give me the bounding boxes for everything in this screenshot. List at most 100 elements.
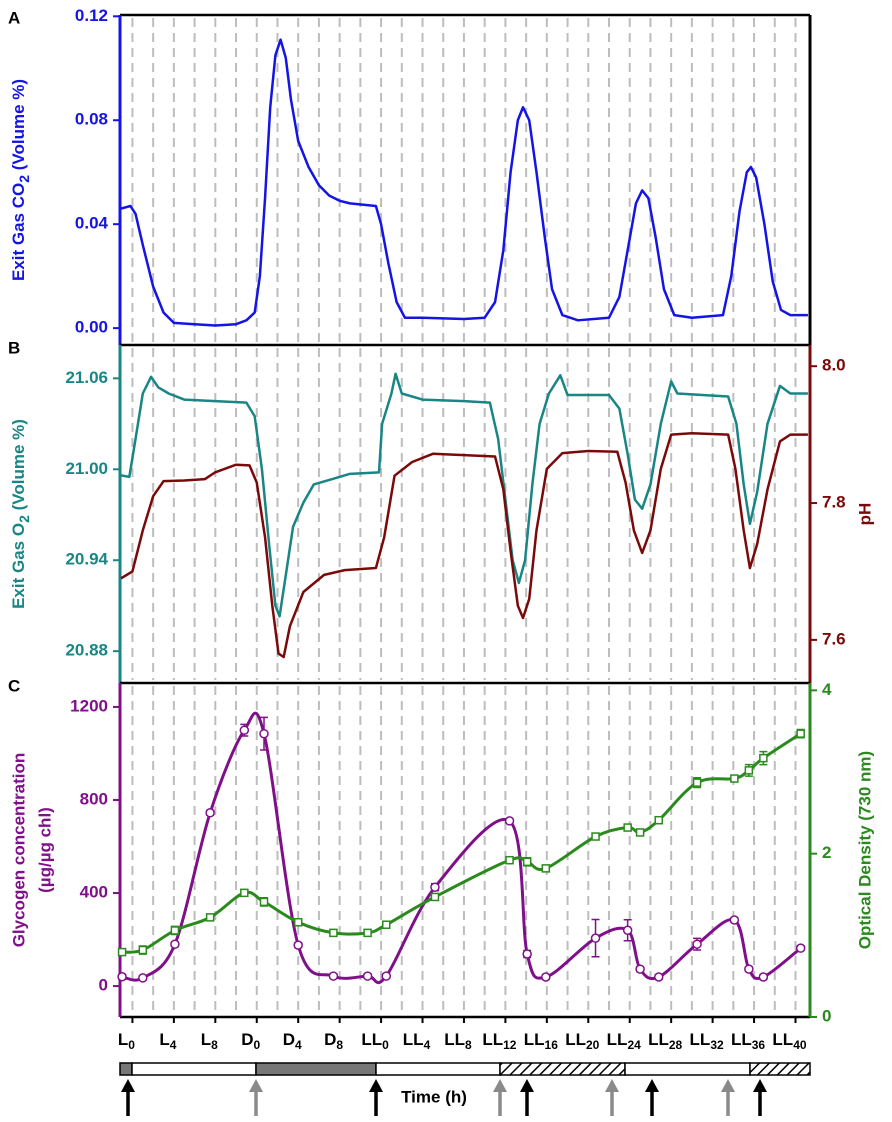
y-axis-label-part: Exit Gas O <box>9 523 28 609</box>
x-tick-label-sub: 0 <box>128 1038 135 1052</box>
marker <box>759 753 768 763</box>
marker <box>505 855 514 865</box>
marker <box>240 888 249 898</box>
panel-label: B <box>8 338 20 357</box>
x-tick-label: LL0 <box>361 1030 389 1052</box>
x-tick-label-sub: 28 <box>669 1038 683 1052</box>
x-tick-label-main: D <box>283 1030 295 1049</box>
x-tick-label-sub: 12 <box>503 1038 517 1052</box>
x-tick-label: L0 <box>118 1030 135 1052</box>
y-tick-label: 1200 <box>70 696 108 715</box>
x-tick-label-sub: 8 <box>211 1038 218 1052</box>
marker <box>591 832 600 841</box>
marker <box>381 971 392 981</box>
y-tick-label: 20.94 <box>65 550 108 569</box>
x-tick-label-main: L <box>118 1030 128 1049</box>
marker <box>635 828 645 837</box>
x-tick-label-main: LL <box>524 1030 545 1049</box>
x-tick-label-sub: 8 <box>465 1038 472 1052</box>
y2-tick-label: 7.6 <box>822 629 846 648</box>
marker <box>590 933 601 943</box>
x-tick-label: LL20 <box>565 1030 599 1052</box>
arrow-head <box>121 1079 135 1092</box>
marker <box>239 725 250 735</box>
y-axis-label: Glycogen concentration <box>9 753 28 948</box>
x-tick-label-main: LL <box>607 1030 628 1049</box>
marker <box>259 728 269 739</box>
panel-label: C <box>8 676 20 695</box>
y-tick-label: 800 <box>80 789 108 808</box>
marker <box>541 972 551 982</box>
marker <box>744 766 754 775</box>
marker <box>692 939 702 949</box>
x-tick-label-main: LL <box>361 1030 382 1049</box>
y2-tick-label: 7.8 <box>822 493 846 512</box>
arrow-head <box>249 1079 263 1092</box>
marker <box>795 943 806 953</box>
x-tick-label-sub: 4 <box>424 1038 431 1052</box>
y2-tick-label: 8.0 <box>822 356 846 375</box>
marker <box>758 972 769 982</box>
x-tick-label-sub: 0 <box>254 1038 261 1052</box>
data-line <box>120 432 808 659</box>
light-bar <box>119 1062 811 1076</box>
x-tick-label-sub: 32 <box>710 1038 724 1052</box>
x-tick-label-sub: 4 <box>295 1038 302 1052</box>
marker <box>170 926 180 935</box>
y-axis-label-part: (Volume %) <box>9 79 28 175</box>
marker <box>138 973 148 983</box>
x-tick-label-main: LL <box>690 1030 711 1049</box>
y-tick-label: 21.06 <box>65 368 108 387</box>
marker <box>293 918 303 927</box>
x-tick-label-main: LL <box>444 1030 465 1049</box>
y-tick-label: 0.04 <box>75 214 109 233</box>
y-axis-label-part: (Volume %) <box>9 419 28 515</box>
y-tick-label: 0.00 <box>75 318 108 337</box>
y-tick-label: 20.88 <box>65 641 108 660</box>
arrow-head <box>721 1079 735 1092</box>
marker <box>117 947 127 957</box>
x-tick-label-sub: 24 <box>627 1038 641 1052</box>
marker <box>363 928 372 938</box>
dark-segment <box>255 1062 377 1076</box>
arrows <box>121 1079 767 1116</box>
y2-axis-label: Optical Density (730 nm) <box>855 751 874 949</box>
x-tick-label-main: LL <box>482 1030 503 1049</box>
y-tick-label: 0 <box>99 976 108 995</box>
x-tick-label: D8 <box>324 1030 343 1052</box>
marker <box>170 939 180 949</box>
y2-tick-label: 0 <box>822 1006 831 1025</box>
x-tick-label: LL4 <box>403 1030 431 1052</box>
arrow-head <box>753 1079 767 1092</box>
x-tick-label-main: LL <box>731 1030 752 1049</box>
marker <box>653 972 664 982</box>
x-tick-label-sub: 20 <box>586 1038 600 1052</box>
x-tick-label-main: D <box>324 1030 336 1049</box>
x-tick-label-sub: 4 <box>170 1038 177 1052</box>
x-tick-label-main: L <box>159 1030 169 1049</box>
marker <box>522 949 532 959</box>
marker <box>522 857 532 867</box>
data-line <box>120 38 808 327</box>
x-tick-label-main: LL <box>403 1030 424 1049</box>
marker <box>504 816 515 826</box>
y-tick-label: 21.00 <box>65 459 108 478</box>
marker <box>205 913 215 922</box>
x-tick-label-main: LL <box>648 1030 669 1049</box>
marker <box>382 920 391 929</box>
x-tick-label-sub: 8 <box>336 1038 343 1052</box>
marker <box>329 928 338 938</box>
arrow-head <box>369 1079 383 1092</box>
y-axis-label-part: 2 <box>16 515 32 523</box>
marker <box>541 864 551 873</box>
y-tick-label: 0.08 <box>75 110 108 129</box>
x-tick-label-main: D <box>241 1030 253 1049</box>
x-tick-label: LL40 <box>772 1030 806 1052</box>
y-axis-label: (µg/µg chl) <box>35 807 54 893</box>
x-tick-label: D0 <box>241 1030 260 1052</box>
y-axis-label-part: 2 <box>16 175 32 183</box>
marker <box>259 897 269 907</box>
dark-segment <box>119 1062 133 1076</box>
